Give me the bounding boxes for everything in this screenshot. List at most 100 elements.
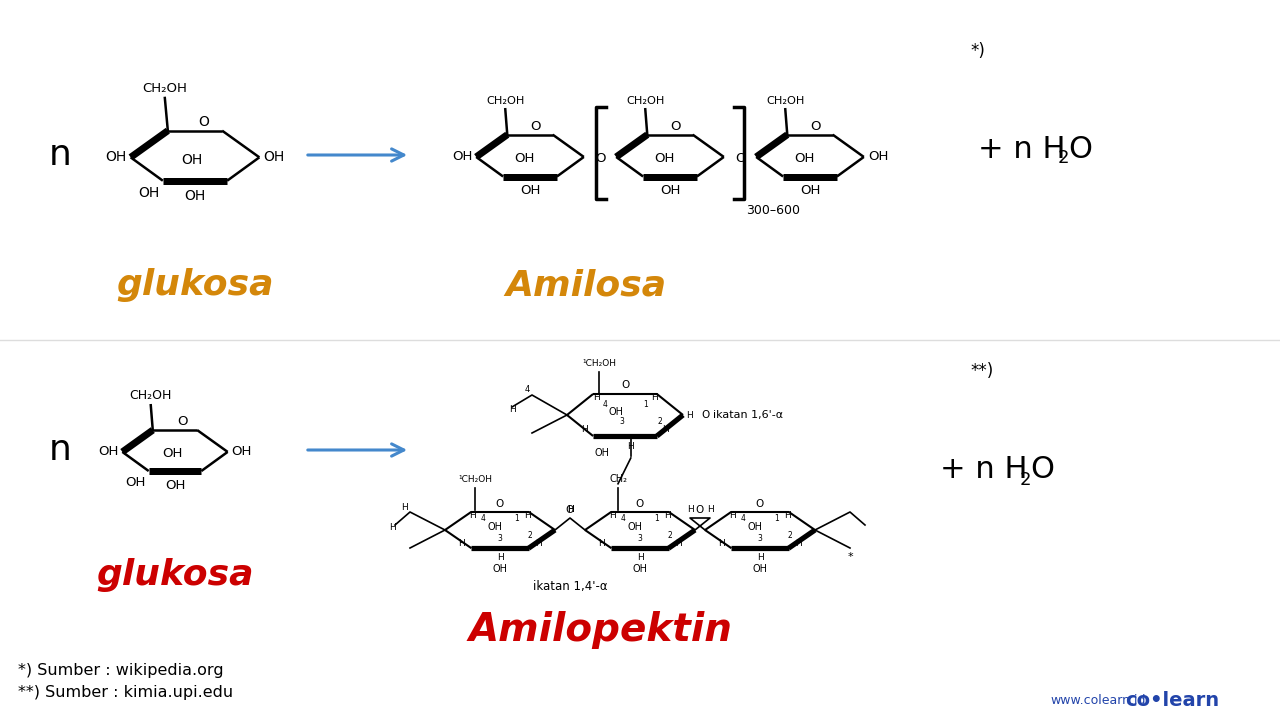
Text: O: O bbox=[735, 153, 745, 166]
Text: H: H bbox=[524, 511, 531, 521]
Text: OH: OH bbox=[486, 522, 502, 532]
Text: 2: 2 bbox=[788, 531, 792, 540]
Text: 2: 2 bbox=[1059, 149, 1070, 167]
Text: *) Sumber : wikipedia.org: *) Sumber : wikipedia.org bbox=[18, 662, 224, 678]
Text: H: H bbox=[627, 442, 634, 451]
Text: H: H bbox=[650, 392, 658, 402]
Text: 2: 2 bbox=[658, 416, 662, 426]
Text: OH: OH bbox=[165, 479, 186, 492]
Text: H: H bbox=[581, 426, 588, 434]
Text: 4: 4 bbox=[621, 514, 626, 523]
Text: H: H bbox=[675, 539, 682, 549]
Text: 1: 1 bbox=[774, 514, 778, 523]
Text: H: H bbox=[470, 511, 476, 521]
Text: H: H bbox=[795, 539, 801, 549]
Text: H: H bbox=[508, 405, 516, 415]
Text: 3: 3 bbox=[620, 416, 625, 426]
Text: H: H bbox=[718, 539, 724, 549]
Text: CH₂OH: CH₂OH bbox=[486, 96, 525, 107]
Text: H: H bbox=[636, 553, 644, 562]
Text: ikatan 1,6'-α: ikatan 1,6'-α bbox=[713, 410, 783, 420]
Text: OH: OH bbox=[748, 522, 762, 532]
Text: **) Sumber : kimia.upi.edu: **) Sumber : kimia.upi.edu bbox=[18, 685, 233, 700]
Text: H: H bbox=[730, 511, 736, 521]
Text: OH: OH bbox=[659, 184, 680, 197]
Text: OH: OH bbox=[161, 447, 182, 460]
Text: O: O bbox=[1068, 135, 1092, 164]
Text: 1: 1 bbox=[643, 400, 648, 409]
Text: 4: 4 bbox=[525, 385, 530, 395]
Text: Amilopektin: Amilopektin bbox=[468, 611, 732, 649]
Text: 3: 3 bbox=[637, 534, 643, 543]
Text: OH: OH bbox=[452, 150, 472, 163]
Text: H: H bbox=[662, 426, 669, 434]
Text: O: O bbox=[621, 379, 630, 390]
Text: 3: 3 bbox=[498, 534, 503, 543]
Text: OH: OH bbox=[868, 150, 888, 163]
Text: 300–600: 300–600 bbox=[746, 204, 800, 217]
Text: OH: OH bbox=[594, 448, 609, 458]
Text: OH: OH bbox=[800, 184, 820, 197]
Text: glukosa: glukosa bbox=[116, 268, 274, 302]
Text: H: H bbox=[402, 503, 408, 513]
Text: O: O bbox=[177, 415, 187, 428]
Text: OH: OH bbox=[654, 152, 675, 165]
Text: 3: 3 bbox=[758, 534, 763, 543]
Text: OH: OH bbox=[520, 184, 540, 197]
Text: O: O bbox=[810, 120, 822, 132]
Text: n: n bbox=[49, 138, 72, 172]
Text: O: O bbox=[756, 499, 764, 509]
Text: H: H bbox=[609, 511, 616, 521]
Text: OH: OH bbox=[493, 564, 507, 575]
Text: H: H bbox=[785, 511, 791, 521]
Text: OH: OH bbox=[609, 407, 623, 417]
Text: www.colearn.id: www.colearn.id bbox=[1050, 693, 1146, 706]
Text: O: O bbox=[636, 499, 644, 509]
Text: ¹CH₂OH: ¹CH₂OH bbox=[582, 359, 616, 368]
Text: CH₂: CH₂ bbox=[609, 474, 627, 484]
Text: CH₂OH: CH₂OH bbox=[142, 82, 187, 95]
Text: H: H bbox=[756, 553, 763, 562]
Text: H: H bbox=[567, 505, 573, 514]
Text: H: H bbox=[686, 505, 694, 514]
Text: + n H: + n H bbox=[978, 135, 1065, 164]
Text: O: O bbox=[198, 114, 209, 129]
Text: OH: OH bbox=[184, 189, 206, 203]
Text: OH: OH bbox=[138, 186, 160, 199]
Text: *: * bbox=[847, 552, 852, 562]
Text: OH: OH bbox=[232, 446, 252, 459]
Text: H: H bbox=[389, 523, 397, 533]
Text: 4: 4 bbox=[741, 514, 746, 523]
Text: H: H bbox=[598, 539, 605, 549]
Text: O: O bbox=[1030, 456, 1053, 485]
Text: glukosa: glukosa bbox=[96, 558, 253, 592]
Text: + n H: + n H bbox=[940, 456, 1028, 485]
Text: O: O bbox=[696, 505, 704, 515]
Text: H: H bbox=[707, 505, 713, 514]
Text: O: O bbox=[701, 410, 709, 420]
Text: OH: OH bbox=[125, 476, 146, 489]
Text: OH: OH bbox=[99, 446, 118, 459]
Text: OH: OH bbox=[264, 150, 284, 164]
Text: H: H bbox=[593, 392, 599, 402]
Text: O: O bbox=[531, 120, 541, 132]
Text: **): **) bbox=[970, 362, 993, 380]
Text: 1: 1 bbox=[515, 514, 518, 523]
Text: *): *) bbox=[970, 42, 984, 60]
Text: OH: OH bbox=[513, 152, 534, 165]
Text: O: O bbox=[495, 499, 504, 509]
Text: H: H bbox=[567, 505, 573, 514]
Text: 1: 1 bbox=[654, 514, 659, 523]
Text: ikatan 1,4'-α: ikatan 1,4'-α bbox=[532, 580, 607, 593]
Text: CH₂OH: CH₂OH bbox=[767, 96, 804, 107]
Text: 4: 4 bbox=[603, 400, 607, 409]
Text: OH: OH bbox=[753, 564, 768, 575]
Text: n: n bbox=[49, 433, 72, 467]
Text: CH₂OH: CH₂OH bbox=[129, 390, 172, 402]
Text: OH: OH bbox=[105, 150, 127, 164]
Text: H: H bbox=[664, 511, 671, 521]
Text: OH: OH bbox=[180, 153, 202, 166]
Text: 2: 2 bbox=[1020, 471, 1032, 489]
Text: H: H bbox=[686, 410, 692, 420]
Text: 4: 4 bbox=[481, 514, 486, 523]
